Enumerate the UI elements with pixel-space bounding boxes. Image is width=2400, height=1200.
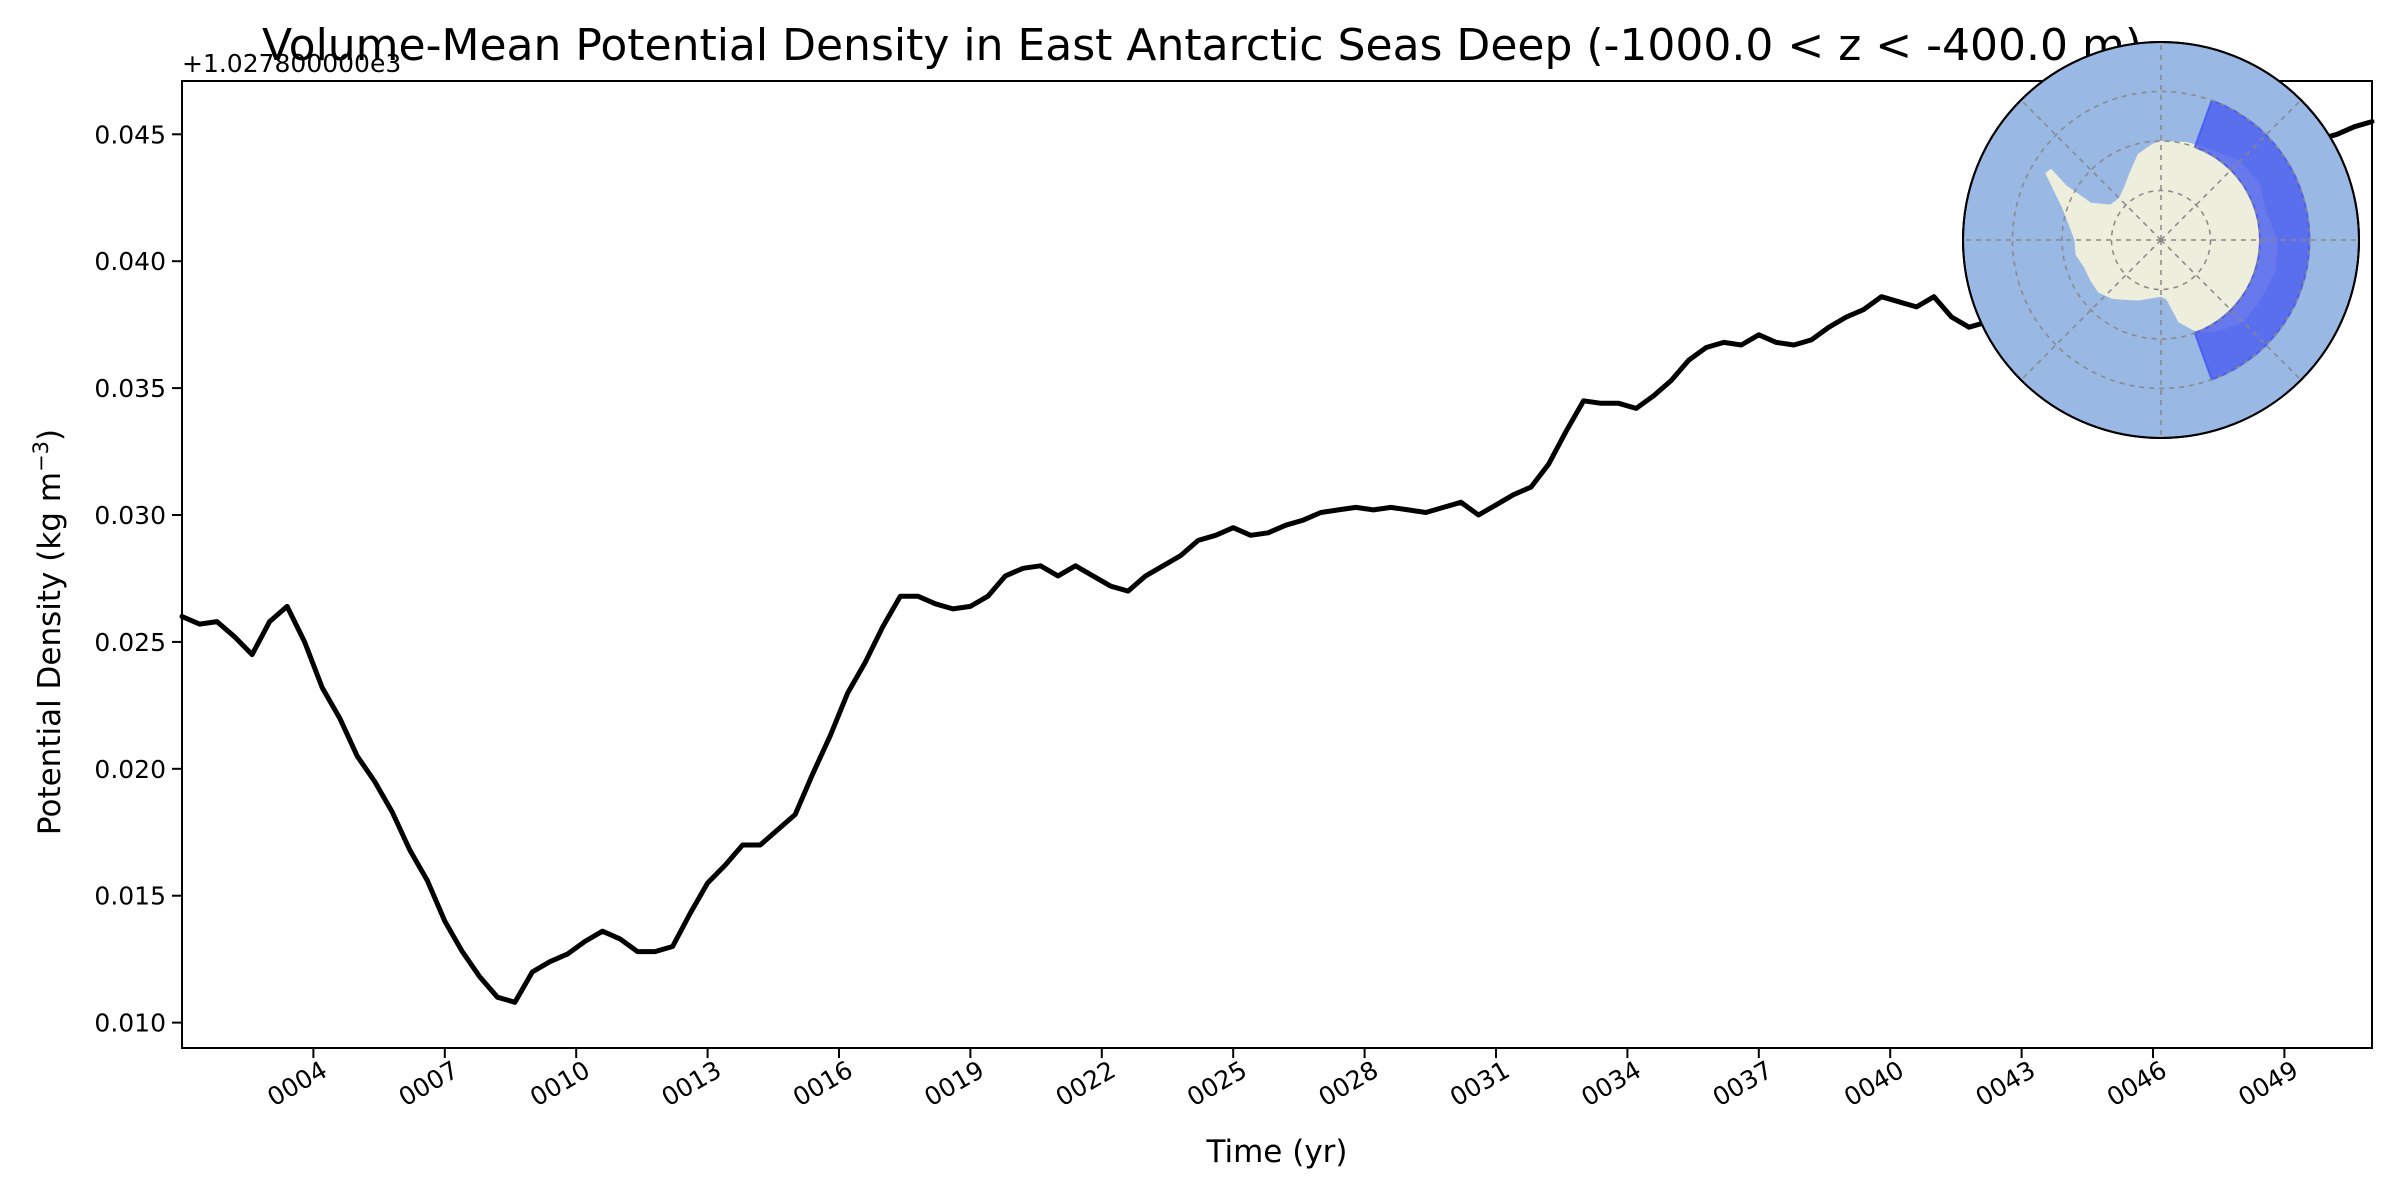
y-axis-label-close: ): [32, 429, 68, 441]
x-tick-label: 0013: [657, 1055, 727, 1112]
x-tick-label: 0046: [2102, 1055, 2172, 1112]
map-parallel: [2011, 90, 2311, 390]
x-tick-label: 0007: [394, 1055, 464, 1112]
y-tick-label: 0.040: [94, 247, 166, 276]
x-tick-label: 0010: [525, 1055, 595, 1112]
map-parallel: [2061, 140, 2261, 340]
inset-map: [1962, 41, 2360, 439]
x-tick-label: 0040: [1839, 1055, 1909, 1112]
map-border: [1962, 41, 2360, 439]
map-meridian: [2160, 239, 2302, 381]
plot-frame: [181, 80, 2373, 1049]
x-tick-label: 0043: [1971, 1055, 2041, 1112]
map-meridian: [2020, 239, 2162, 381]
y-tick-label: 0.030: [94, 501, 166, 530]
x-tick-label: 0019: [919, 1055, 989, 1112]
x-axis: 0004 0007 0010 0013 0016 0019 0022 0025 0028 0031…: [262, 1048, 2303, 1112]
x-tick-label: 0049: [2233, 1055, 2303, 1112]
y-tick-label: 0.020: [94, 755, 166, 784]
y-tick-label: 0.025: [94, 628, 166, 657]
y-tick-label: 0.010: [94, 1009, 166, 1038]
y-axis-label-main: Potential Density (kg m: [32, 472, 68, 835]
y-offset-label: +1.027800000e3: [182, 49, 401, 78]
map-parallel: [2110, 189, 2212, 291]
x-tick-label: 0031: [1445, 1055, 1515, 1112]
map-meridian: [2020, 99, 2162, 241]
x-tick-label: 0022: [1051, 1055, 1121, 1112]
x-tick-label: 0028: [1314, 1055, 1384, 1112]
x-tick-label: 0016: [788, 1055, 858, 1112]
y-axis: 0.010 0.015 0.020 0.025 0.030 0.035 0.040 0.045: [94, 120, 182, 1038]
chart-title: Volume-Mean Potential Density in East An…: [262, 20, 2142, 71]
map-meridian: [2160, 99, 2302, 241]
x-tick-label: 0037: [1708, 1055, 1778, 1112]
x-tick-label: 0025: [1182, 1055, 1252, 1112]
x-tick-label: 0034: [1576, 1055, 1646, 1112]
y-tick-label: 0.045: [94, 120, 166, 149]
y-tick-label: 0.035: [94, 374, 166, 403]
y-axis-label: Potential Density (kg m−3): [29, 429, 68, 835]
x-axis-label: Time (yr): [1206, 1134, 1348, 1170]
y-tick-label: 0.015: [94, 882, 166, 911]
x-tick-label: 0004: [262, 1055, 332, 1112]
y-axis-label-exponent: −3: [29, 441, 53, 472]
